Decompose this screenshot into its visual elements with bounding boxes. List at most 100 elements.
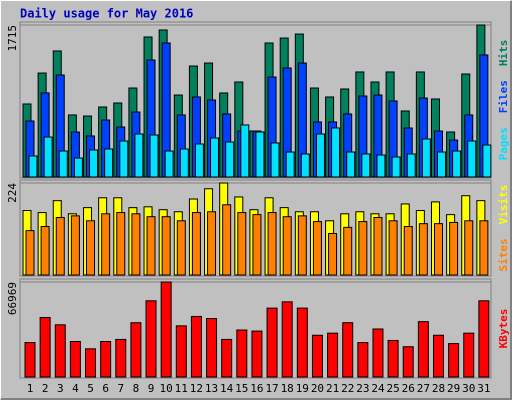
x-tick-label: 30 [462, 382, 475, 395]
bar [86, 220, 96, 276]
bar [418, 223, 428, 276]
x-tick-label: 15 [235, 382, 248, 395]
legend-entry: KBytes [497, 309, 510, 349]
bar [206, 318, 218, 378]
x-tick-label: 28 [432, 382, 445, 395]
bar [164, 150, 174, 178]
bar [221, 338, 233, 378]
x-tick-label: 5 [87, 382, 94, 395]
x-tick-label: 26 [402, 382, 415, 395]
x-tick-label: 6 [102, 382, 109, 395]
bar [281, 301, 293, 378]
bar [432, 334, 444, 378]
legend-entry: Visits [497, 185, 510, 225]
x-tick-label: 21 [326, 382, 339, 395]
bar [449, 221, 459, 276]
bar [387, 339, 399, 378]
bar [251, 330, 263, 378]
bar [55, 217, 65, 276]
bar [28, 155, 38, 178]
bar [115, 338, 127, 378]
chart-title: Daily usage for May 2016 [20, 7, 193, 21]
bar [240, 124, 250, 178]
bar [327, 332, 339, 378]
bar [161, 216, 171, 276]
bar [39, 316, 51, 378]
bar [300, 153, 310, 178]
bar [328, 233, 338, 276]
y-tick-label: 224 [6, 183, 19, 203]
x-tick-label: 8 [133, 382, 140, 395]
x-tick-label: 10 [160, 382, 173, 395]
legend-entry: Files [497, 80, 510, 113]
legend: KBytes [497, 309, 510, 349]
bar [361, 153, 371, 178]
bar [357, 342, 369, 378]
bar [222, 204, 232, 276]
x-tick-label: 20 [311, 382, 324, 395]
x-tick-label: 17 [265, 382, 278, 395]
y-tick-label: 1715 [6, 25, 19, 52]
bar [452, 150, 462, 178]
bar [315, 133, 325, 178]
x-tick-label: 31 [477, 382, 490, 395]
bar [358, 221, 368, 276]
bar [146, 216, 156, 276]
x-tick-label: 18 [281, 382, 294, 395]
bar [191, 212, 201, 276]
bar [54, 324, 66, 378]
bar [89, 149, 99, 178]
bar [372, 328, 384, 378]
bar [73, 157, 83, 178]
bar [236, 329, 248, 378]
bar [40, 226, 50, 276]
legend-entry: Hits [497, 40, 510, 67]
bar [346, 151, 356, 178]
bar [463, 332, 475, 378]
bar [100, 341, 112, 378]
bar [285, 151, 295, 178]
bar [297, 215, 307, 276]
bar [58, 150, 68, 178]
bar [116, 212, 126, 276]
x-tick-label: 7 [117, 382, 124, 395]
x-tick-label: 24 [371, 382, 385, 395]
bar [342, 322, 354, 378]
bar [179, 148, 189, 178]
x-tick-label: 12 [190, 382, 203, 395]
bar [119, 140, 129, 178]
bar [134, 133, 144, 178]
bar [433, 223, 443, 276]
bar [312, 221, 322, 276]
bar [376, 154, 386, 178]
x-tick-label: 14 [220, 382, 234, 395]
x-tick-label: 9 [148, 382, 155, 395]
bar [282, 216, 292, 276]
x-tick-label: 22 [341, 382, 354, 395]
bar [406, 153, 416, 178]
bar [149, 134, 159, 178]
bar [145, 300, 157, 378]
bar [85, 348, 97, 378]
bar [467, 140, 477, 178]
bar [266, 307, 278, 378]
x-tick-label: 19 [296, 382, 309, 395]
bar [70, 215, 80, 276]
bar [25, 230, 35, 276]
bar [343, 226, 353, 276]
x-tick-label: 3 [57, 382, 64, 395]
bar [479, 220, 489, 276]
bar [403, 226, 413, 276]
bar [225, 141, 235, 178]
x-tick-label: 11 [175, 382, 188, 395]
bar [24, 342, 36, 378]
bar [131, 213, 141, 276]
x-tick-label: 4 [72, 382, 79, 395]
x-tick-label: 2 [42, 382, 49, 395]
legend-entry: Pages [497, 127, 510, 160]
bar [194, 143, 204, 178]
bar [482, 144, 492, 178]
x-tick-label: 23 [356, 382, 369, 395]
